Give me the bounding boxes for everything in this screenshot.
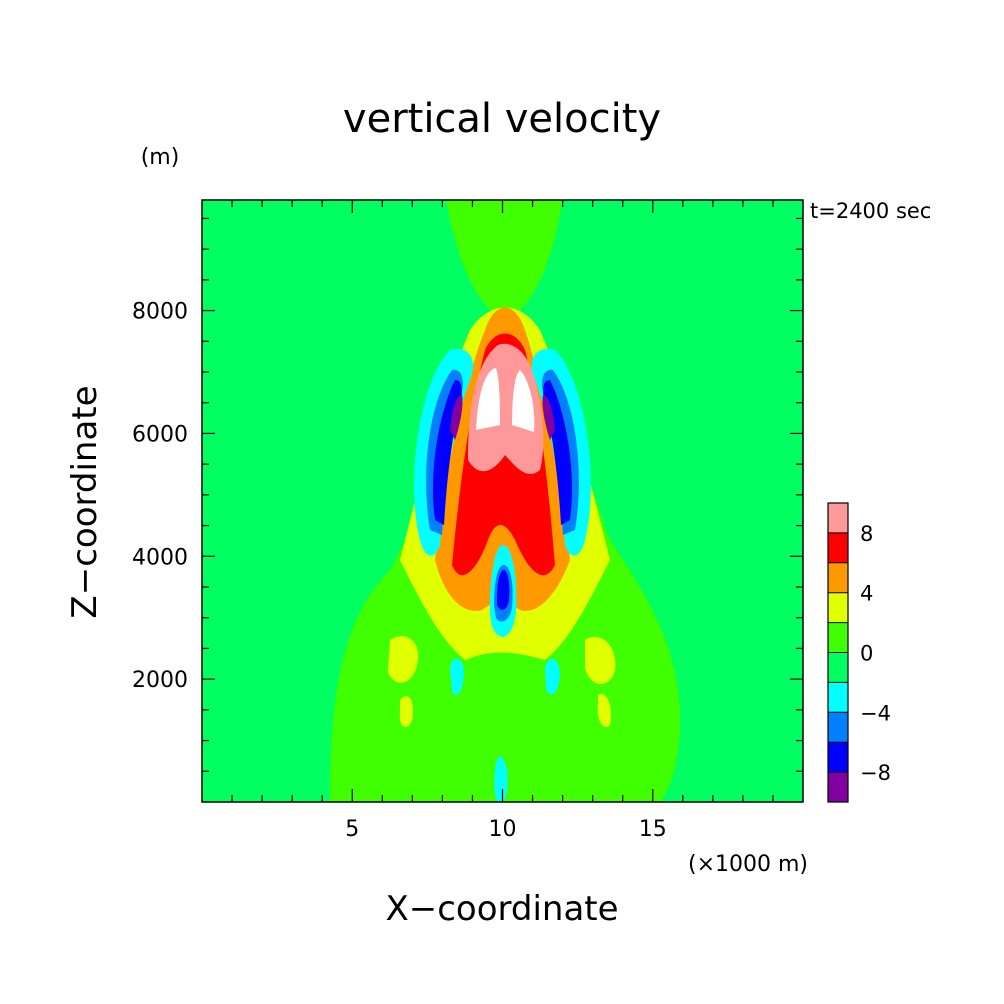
- colorbar-swatch: [828, 532, 848, 563]
- contour-surface-cyan: [494, 756, 508, 802]
- contour-low-left-cyan: [450, 658, 464, 695]
- colorbar-tick-label: 0: [860, 642, 873, 666]
- velocity-field: [202, 200, 803, 802]
- y-tick-label: 8000: [132, 300, 188, 325]
- colorbar-swatch: [828, 682, 848, 713]
- x-tick-label: 5: [345, 817, 359, 842]
- contour-yellow-right-low: [597, 694, 612, 728]
- colorbar: 8 4 0 −4 −8: [827, 502, 891, 803]
- colorbar-swatch: [828, 562, 848, 593]
- y-tick-label: 2000: [132, 668, 188, 693]
- x-axis-label: X−coordinate: [385, 889, 618, 929]
- y-tick-label: 6000: [132, 422, 188, 447]
- colorbar-tick-label: −4: [860, 701, 891, 725]
- x-tick-label: 15: [639, 817, 667, 842]
- axis-ticks: 5 10 15 2000 4000 6000 8000: [132, 200, 803, 842]
- x-tick-label: 10: [489, 817, 517, 842]
- y-unit-label: (m): [141, 145, 180, 170]
- contour-yellow-left-patch: [388, 636, 419, 683]
- contour-left-purple: [450, 395, 463, 440]
- time-label: t=2400 sec: [810, 199, 931, 223]
- x-unit-label: (×1000 m): [688, 852, 808, 877]
- colorbar-swatch: [828, 622, 848, 653]
- contour-yellow-left-low: [399, 696, 414, 727]
- colorbar-frame: [827, 502, 849, 803]
- y-axis-label: Z−coordinate: [65, 385, 105, 618]
- colorbar-swatch: [828, 503, 848, 533]
- colorbar-tick-label: 8: [860, 522, 873, 546]
- colorbar-tick-label: 4: [860, 582, 873, 606]
- chart-title: vertical velocity: [343, 96, 661, 142]
- contour-mid-blue: [497, 570, 510, 610]
- contour-yellow-right-patch: [585, 636, 616, 685]
- contour-white-core-right: [512, 370, 535, 432]
- colorbar-swatch: [828, 712, 848, 743]
- contour-white-core-left: [476, 368, 500, 430]
- colorbar-tick-label: −8: [860, 761, 891, 785]
- colorbar-swatch: [828, 742, 848, 773]
- contour-right-purple: [542, 395, 555, 440]
- contour-low-right-cyan: [545, 658, 560, 695]
- contour-upper-plume: [446, 200, 562, 310]
- colorbar-swatch: [828, 592, 848, 623]
- colorbar-swatch: [828, 772, 848, 802]
- colorbar-swatch: [828, 652, 848, 683]
- y-tick-label: 4000: [132, 545, 188, 570]
